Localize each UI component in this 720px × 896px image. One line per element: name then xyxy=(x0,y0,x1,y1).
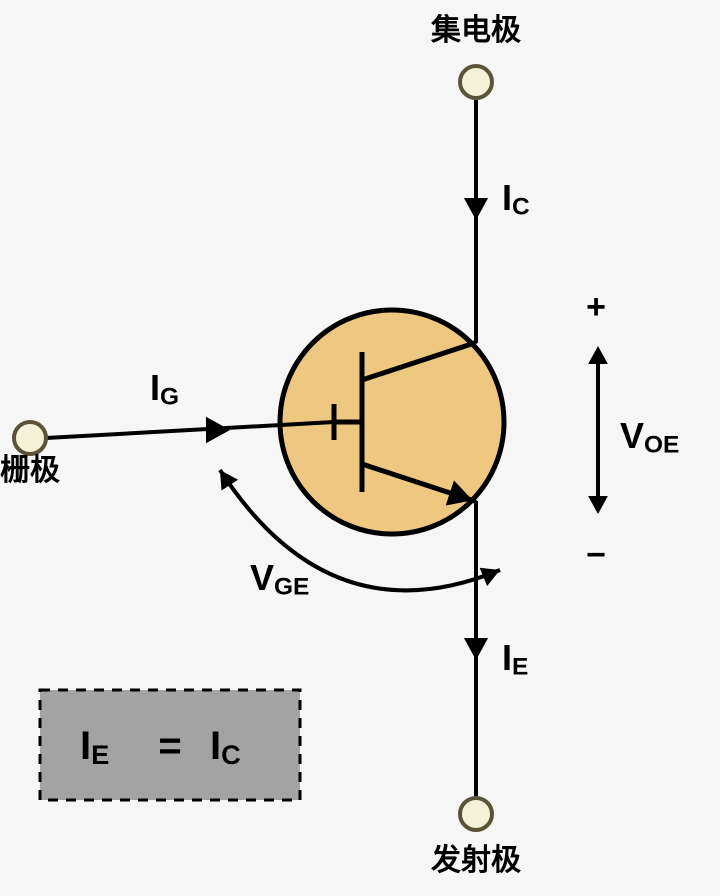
eq-mid: = xyxy=(158,724,181,768)
collector-bend xyxy=(473,342,476,344)
emitter-bend xyxy=(473,500,476,502)
gate-terminal xyxy=(14,422,46,454)
emitter-terminal xyxy=(460,798,492,830)
collector-terminal xyxy=(460,66,492,98)
collector-label-cn: 集电极 xyxy=(430,14,521,47)
minus-sign: − xyxy=(586,536,606,574)
emitter-label-cn: 发射极 xyxy=(430,844,521,877)
gate-label-cn: 栅极 xyxy=(0,454,60,487)
plus-sign: + xyxy=(586,288,606,326)
